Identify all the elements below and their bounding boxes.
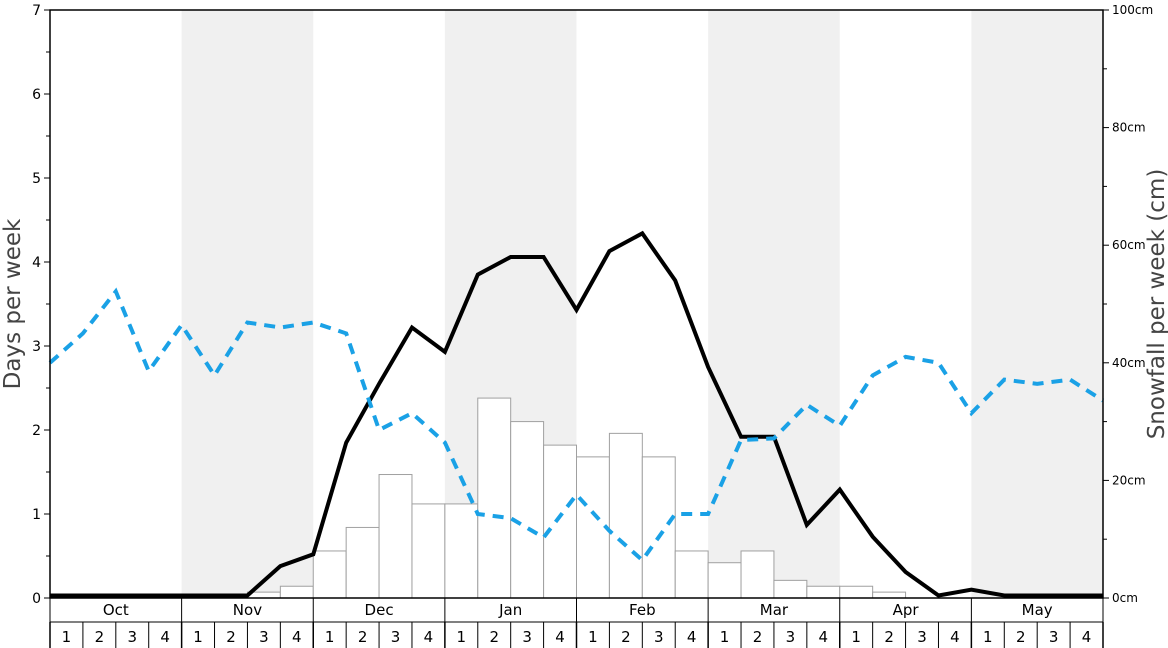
month-band: [708, 10, 840, 598]
month-bands: [181, 10, 1103, 598]
snowfall-bar: [279, 585, 314, 599]
snowfall-bar: [345, 526, 380, 599]
month-label-row: Oct Nov Dec Jan Feb Mar Apr May: [49, 598, 1104, 623]
snowfall-bar: [641, 456, 676, 599]
week-label: 3: [786, 628, 796, 646]
right-axis: 0cm 20cm 40cm 60cm 80cm 100cm: [1103, 3, 1153, 605]
week-label: 1: [325, 628, 335, 646]
week-label: 3: [1049, 628, 1059, 646]
week-label: 1: [720, 628, 730, 646]
left-tick-label: 2: [32, 423, 41, 439]
month-label: May: [1022, 601, 1053, 619]
week-label: 4: [687, 628, 697, 646]
snowfall-bar: [543, 444, 577, 599]
snowfall-bar: [806, 585, 841, 599]
left-tick-label: 5: [32, 171, 41, 187]
right-tick-label: 0cm: [1112, 591, 1138, 605]
week-label: 1: [62, 628, 72, 646]
snowfall-bar: [444, 503, 479, 599]
snowfall-bar: [707, 562, 742, 599]
week-label: 2: [358, 628, 368, 646]
left-axis-title: Days per week: [0, 218, 26, 389]
snowfall-bar: [839, 585, 874, 599]
week-label: 4: [424, 628, 434, 646]
snowfall-bar: [510, 421, 545, 599]
snowfall-bars: [246, 397, 907, 599]
week-label: 2: [1016, 628, 1026, 646]
week-label: 1: [193, 628, 203, 646]
week-label: 1: [851, 628, 861, 646]
snowfall-bar: [773, 579, 808, 599]
left-tick-label: 3: [32, 339, 41, 355]
snowfall-bar: [608, 432, 643, 599]
week-label: 3: [654, 628, 664, 646]
month-label: Nov: [233, 601, 262, 619]
right-tick-label: 80cm: [1112, 121, 1146, 135]
snowfall-bar: [740, 550, 775, 599]
snowfall-bar: [312, 550, 347, 599]
month-label: Oct: [103, 601, 129, 619]
solid-line: [50, 230, 1103, 598]
dashed-line: [48, 287, 1105, 564]
week-label: 4: [292, 628, 302, 646]
week-label: 4: [555, 628, 565, 646]
month-label: Mar: [760, 601, 789, 619]
left-axis: 0 1 2 3 4 5 6 7: [32, 3, 50, 607]
left-tick-label: 1: [32, 507, 41, 523]
week-label: 2: [95, 628, 105, 646]
week-label: 2: [621, 628, 631, 646]
month-band: [181, 10, 314, 598]
left-tick-label: 0: [32, 591, 41, 607]
month-band: [971, 10, 1103, 598]
right-tick-label: 20cm: [1112, 473, 1146, 487]
week-label: 3: [917, 628, 927, 646]
right-tick-label: 100cm: [1112, 3, 1153, 17]
week-label: 1: [588, 628, 598, 646]
week-label: 3: [127, 628, 137, 646]
month-label: Dec: [365, 601, 394, 619]
month-label: Jan: [498, 601, 522, 619]
week-label-row: 1 2 3 4 1 2 3 4 1 2 3 4 1 2 3 4 1 2 3 4 1 2 3 4 1 2 3 4 1 2 3 4: [49, 622, 1104, 648]
month-label: Apr: [893, 601, 920, 619]
week-label: 1: [457, 628, 467, 646]
snowfall-bar: [477, 397, 512, 599]
left-tick-label: 6: [32, 87, 41, 103]
week-label: 4: [160, 628, 170, 646]
week-label: 3: [391, 628, 401, 646]
week-label: 3: [259, 628, 269, 646]
right-tick-label: 40cm: [1112, 356, 1146, 370]
week-label: 2: [226, 628, 236, 646]
week-label: 3: [522, 628, 532, 646]
week-label: 4: [819, 628, 829, 646]
week-label: 2: [489, 628, 499, 646]
month-label: Feb: [629, 601, 656, 619]
week-label: 1: [983, 628, 993, 646]
right-axis-title: Snowfall per week (cm): [1144, 169, 1168, 440]
week-label: 4: [1082, 628, 1092, 646]
week-label: 2: [753, 628, 763, 646]
week-label: 2: [884, 628, 894, 646]
left-tick-label: 4: [32, 255, 41, 271]
right-tick-label: 60cm: [1112, 238, 1146, 252]
snowfall-bar: [674, 550, 709, 599]
snowfall-bar: [411, 503, 446, 599]
week-label: 4: [950, 628, 960, 646]
day-lines: [48, 230, 1105, 598]
snowfall-bar: [378, 474, 413, 599]
snowfall-bar: [872, 591, 907, 599]
left-tick-label: 7: [32, 3, 41, 19]
